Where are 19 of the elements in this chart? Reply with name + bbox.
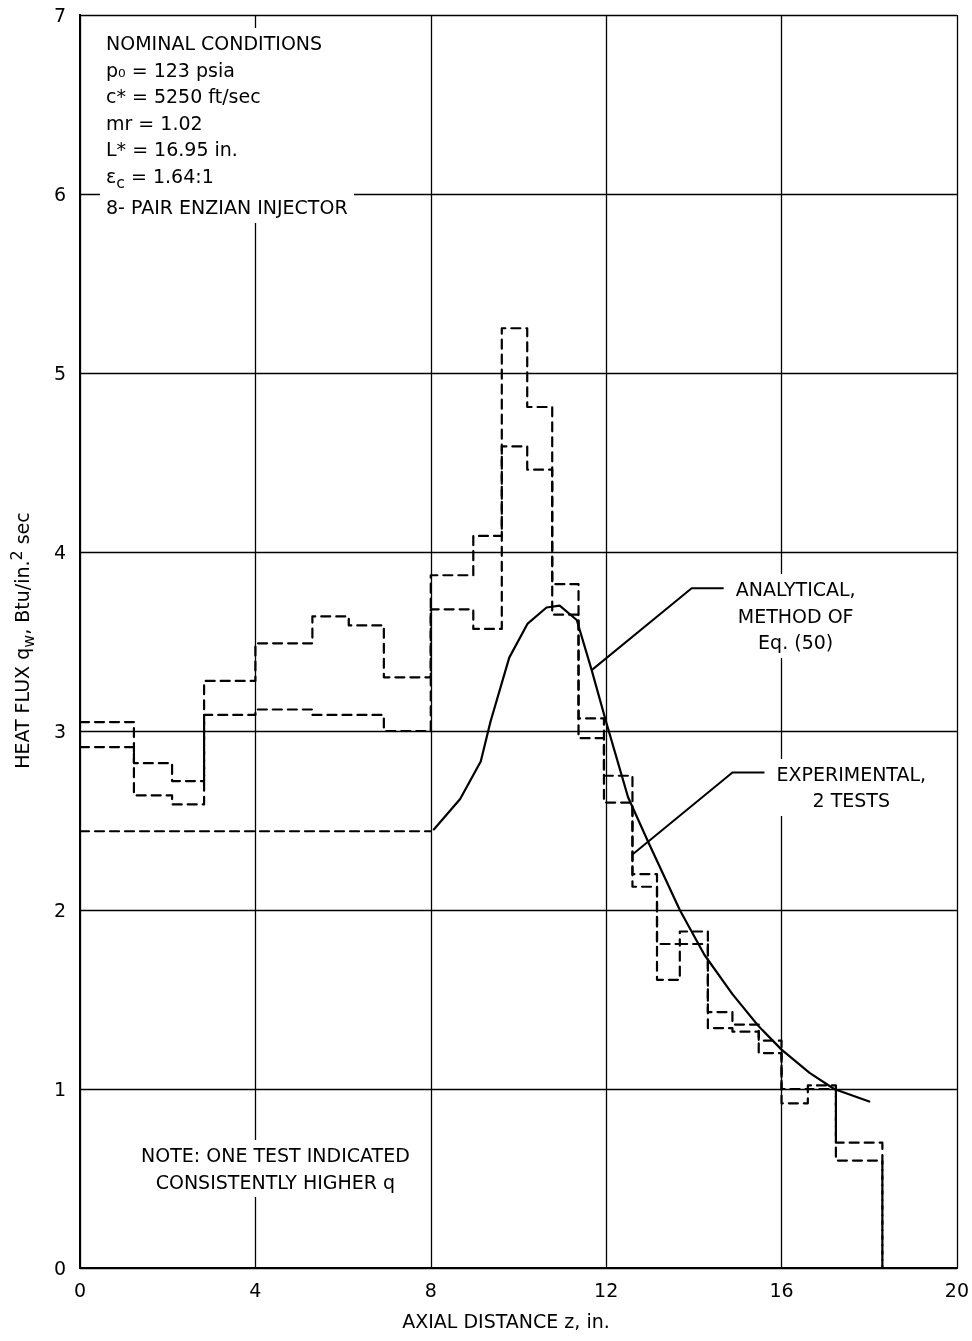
y-tick-label: 0	[53, 1257, 66, 1279]
y-tick-label: 3	[53, 720, 66, 742]
annotation: NOTE: ONE TEST INDICATED CONSISTENTLY HIGHER q	[135, 1140, 416, 1198]
x-tick-label: 8	[424, 1278, 437, 1301]
annotation: EXPERIMENTAL, 2 TESTS	[770, 758, 933, 816]
text: NOMINAL CONDITIONS p₀ = 123 psia c* = 5250 ft/sec mr = 1.02 L* = 16.95 in. ε$_{c}$ = 1.64:1 8- PAIR ENZIAN INJECTOR	[106, 32, 348, 218]
y-tick-label: 7	[53, 4, 66, 26]
y-tick-label: 5	[53, 362, 66, 384]
x-tick-label: 16	[769, 1278, 794, 1301]
x-tick-label: 12	[594, 1278, 619, 1301]
x-axis-title: AXIAL DISTANCE z, in.	[401, 1310, 611, 1332]
y-tick-label: 4	[53, 541, 66, 563]
x-tick-label: 4	[249, 1278, 262, 1301]
y-tick-label: 1	[53, 1078, 66, 1100]
x-tick-label: 0	[73, 1278, 87, 1301]
x-tick-label: 20	[944, 1278, 970, 1301]
annotation: ANALYTICAL, METHOD OF Eq. (50)	[729, 574, 862, 658]
y-tick-label: 6	[53, 183, 66, 205]
y-tick-label: 2	[53, 899, 66, 921]
